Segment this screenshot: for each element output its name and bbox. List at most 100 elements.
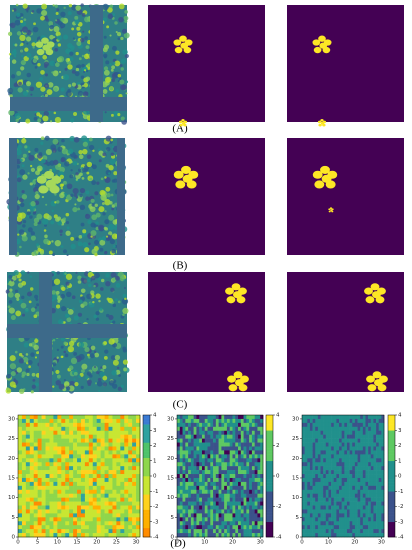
foliage [29,206,35,212]
cell [80,418,86,424]
cell [373,430,377,435]
cell [136,415,141,420]
y-tick-label: 5 [296,515,300,521]
cell [112,434,117,439]
foliage [115,275,120,281]
cell [65,509,70,514]
cell [243,529,247,534]
cell [260,454,264,459]
foliage [72,160,78,166]
cell [88,450,94,455]
cell [331,509,335,514]
cell [376,430,380,435]
cell [246,529,250,534]
cell [226,418,231,424]
cell [339,438,342,443]
cell [128,434,133,439]
cell [235,474,239,479]
foliage [71,27,75,31]
cell [325,513,329,518]
cell [325,525,329,530]
leaf [320,118,324,122]
cell [185,493,189,498]
cell [246,493,250,498]
cell [362,529,366,534]
cell [96,446,101,451]
cell [360,481,364,487]
cell [92,485,98,491]
foliage [101,236,107,241]
cell [84,501,90,506]
cell [61,450,66,455]
cell [352,454,356,459]
cell [100,418,105,424]
colorbar-step [266,509,273,513]
cell [49,477,54,483]
cell [29,505,35,510]
cell [188,474,192,479]
colorbar-tick-label: 0 [276,474,280,480]
colorbar-tick-label: -4 [153,535,159,541]
cell [207,513,211,518]
foliage [44,135,50,141]
cell [136,474,141,479]
cell [354,497,358,502]
cell [352,485,356,491]
foliage [60,336,66,342]
cell [218,489,222,495]
cell [112,418,117,424]
foliage [112,320,116,324]
cell [317,474,321,479]
cell [41,525,46,530]
cell [199,446,203,451]
cell [18,462,23,467]
cell [243,422,247,428]
cell [312,533,316,538]
colorbar-step [266,466,273,471]
cell [246,450,250,455]
foliage [72,187,79,195]
cell [360,521,364,526]
cell [188,485,192,491]
cell [238,458,242,463]
cell [232,426,236,432]
cell [238,481,242,487]
colorbar-step [388,454,395,458]
cell [320,458,324,463]
foliage [85,69,89,73]
cell [213,501,217,506]
foliage [35,170,40,176]
foliage [54,201,57,204]
cell [53,513,58,518]
cell [307,474,311,479]
cell [179,430,183,435]
cell [104,458,109,463]
cell [120,525,125,530]
cell [339,470,342,475]
cell [240,529,244,534]
foliage [17,144,23,150]
cell [179,521,183,526]
cell [320,418,324,424]
cell [328,505,332,510]
cell [215,458,219,463]
cell [45,415,50,420]
cell [344,497,348,502]
cell [177,489,181,495]
cell [49,521,54,526]
cell [199,533,203,538]
leaf [231,283,241,291]
cell [325,489,329,495]
cell [196,493,200,498]
cell [193,458,197,463]
foliage [81,234,85,238]
cell [381,501,385,506]
cell [341,450,345,455]
cell [215,454,219,459]
foliage [16,177,22,183]
cell [57,474,62,479]
cell [221,454,225,459]
cell [224,474,228,479]
foliage [103,341,108,345]
foliage [92,300,95,304]
